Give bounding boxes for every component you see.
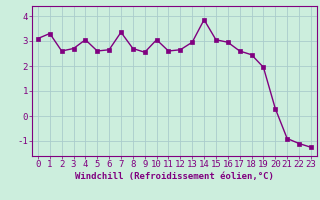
X-axis label: Windchill (Refroidissement éolien,°C): Windchill (Refroidissement éolien,°C) — [75, 172, 274, 181]
